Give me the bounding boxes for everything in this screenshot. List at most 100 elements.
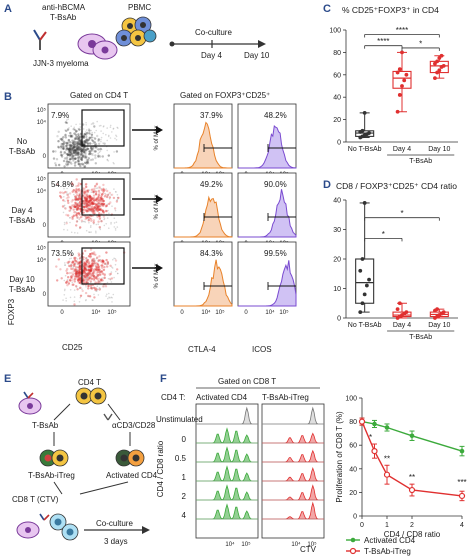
flow-dot: [65, 163, 68, 166]
f-point: [459, 448, 465, 454]
flow-dot: [103, 262, 107, 265]
flow-dot: [84, 274, 88, 277]
flow-dot: [67, 149, 70, 153]
flow-dot: [95, 204, 98, 207]
flow-dot: [99, 227, 101, 229]
flow-dot: [69, 279, 72, 282]
flow-dot: [75, 270, 79, 274]
flow-dot: [71, 279, 74, 282]
flow-dot: [102, 203, 106, 206]
flow-dot: [77, 147, 81, 151]
flow-dot: [88, 136, 92, 139]
myeloma-cells-icon: [77, 33, 118, 60]
flow-dot: [109, 201, 112, 204]
flow-dot: [96, 270, 99, 274]
flow-dot: [83, 270, 87, 273]
flow-dot: [98, 288, 101, 291]
flow-dot: [74, 191, 77, 194]
flow-dot: [59, 194, 62, 198]
flow-dot: [69, 144, 73, 147]
flow-dot: [85, 133, 88, 136]
flow-gate: [81, 178, 125, 216]
flow-dot: [85, 263, 88, 266]
flow-dot: [62, 192, 65, 195]
flow-dot: [88, 209, 91, 212]
box-point: [362, 201, 367, 205]
flow-dot: [92, 140, 94, 143]
flow-dot: [77, 163, 81, 166]
flow-dot: [66, 261, 70, 264]
flow-dot: [109, 278, 112, 281]
flow-dot: [73, 144, 77, 147]
flow-dot: [113, 162, 115, 165]
flow-dot: [98, 226, 102, 229]
flow-dot: [66, 153, 70, 157]
flow-dot: [100, 198, 103, 202]
flow-dot: [85, 269, 89, 272]
flow-dot: [93, 251, 96, 254]
flow-dot: [77, 140, 80, 143]
flow-dot: [95, 230, 97, 233]
flow-dot: [92, 299, 94, 302]
flow-dot: [67, 160, 71, 164]
flow-dot: [97, 202, 100, 206]
flow-dot: [78, 266, 81, 269]
flow-dot: [71, 141, 74, 144]
flow-dot: [74, 150, 77, 153]
flow-dot: [64, 262, 66, 264]
box-point: [397, 93, 402, 97]
flow-dot: [91, 142, 93, 145]
flow-dot: [77, 252, 80, 255]
flow-dot: [90, 138, 94, 142]
flow-dot: [62, 144, 65, 148]
flow-dot: [62, 146, 65, 149]
f-ratio-axis: CD4 / CD8 ratio: [156, 440, 165, 497]
flow-dot: [72, 143, 76, 146]
flow-dot: [103, 189, 106, 192]
f-point: [358, 418, 366, 425]
flow-dot: [78, 163, 81, 165]
flow-dot: [77, 273, 80, 276]
flow-dot: [78, 263, 82, 267]
flow-dot: [67, 262, 70, 265]
flow-dot: [77, 198, 80, 201]
flow-dot: [73, 140, 76, 144]
flow-dot: [110, 193, 114, 196]
flow-dot: [77, 151, 80, 154]
flow-dot: [77, 271, 81, 275]
flow-dot: [65, 152, 69, 156]
flow-dot: [101, 266, 104, 269]
flow-dot: [89, 273, 92, 276]
flow-dot: [74, 157, 77, 160]
flow-dot: [85, 261, 88, 264]
flow-dot: [85, 192, 88, 195]
flow-dot: [77, 265, 80, 269]
flow-dot: [87, 266, 91, 269]
flow-dot: [87, 208, 90, 211]
flow-dot: [78, 142, 82, 146]
flow-dot: [74, 267, 77, 270]
flow-dot: [63, 228, 65, 231]
flow-dot: [73, 300, 76, 303]
flow-dot: [91, 264, 94, 267]
flow-dot: [87, 275, 90, 278]
flow-dot: [91, 207, 95, 211]
flow-dot: [56, 183, 59, 186]
flow-dot: [74, 271, 78, 274]
flow-dot: [87, 273, 90, 276]
flow-dot: [91, 209, 94, 212]
cd4-cells-icon: [75, 387, 107, 405]
flow-dot: [105, 209, 108, 213]
flow-dot: [97, 208, 100, 211]
flow-dot: [82, 279, 85, 283]
flow-dot: [77, 142, 80, 145]
flow-dot: [78, 197, 82, 201]
flow-dot: [73, 205, 76, 208]
sig-label: *: [419, 39, 422, 48]
flow-dot: [87, 268, 90, 272]
flow-dot: [100, 196, 103, 199]
flow-dot: [75, 208, 77, 211]
flow-dot: [77, 146, 80, 149]
flow-dot: [77, 270, 81, 273]
